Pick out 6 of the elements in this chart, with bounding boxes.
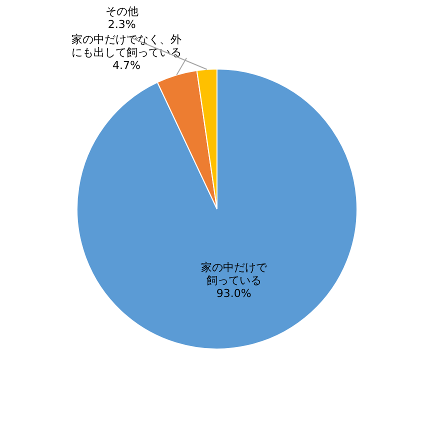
- pie-slice: [76, 68, 358, 350]
- data-label: 93.0%: [216, 287, 252, 300]
- data-label: 2.3%: [108, 18, 136, 31]
- slice-label: 家の中だけで飼っている: [200, 261, 268, 288]
- slice-label: その他: [105, 5, 138, 18]
- data-label: 4.7%: [112, 59, 140, 72]
